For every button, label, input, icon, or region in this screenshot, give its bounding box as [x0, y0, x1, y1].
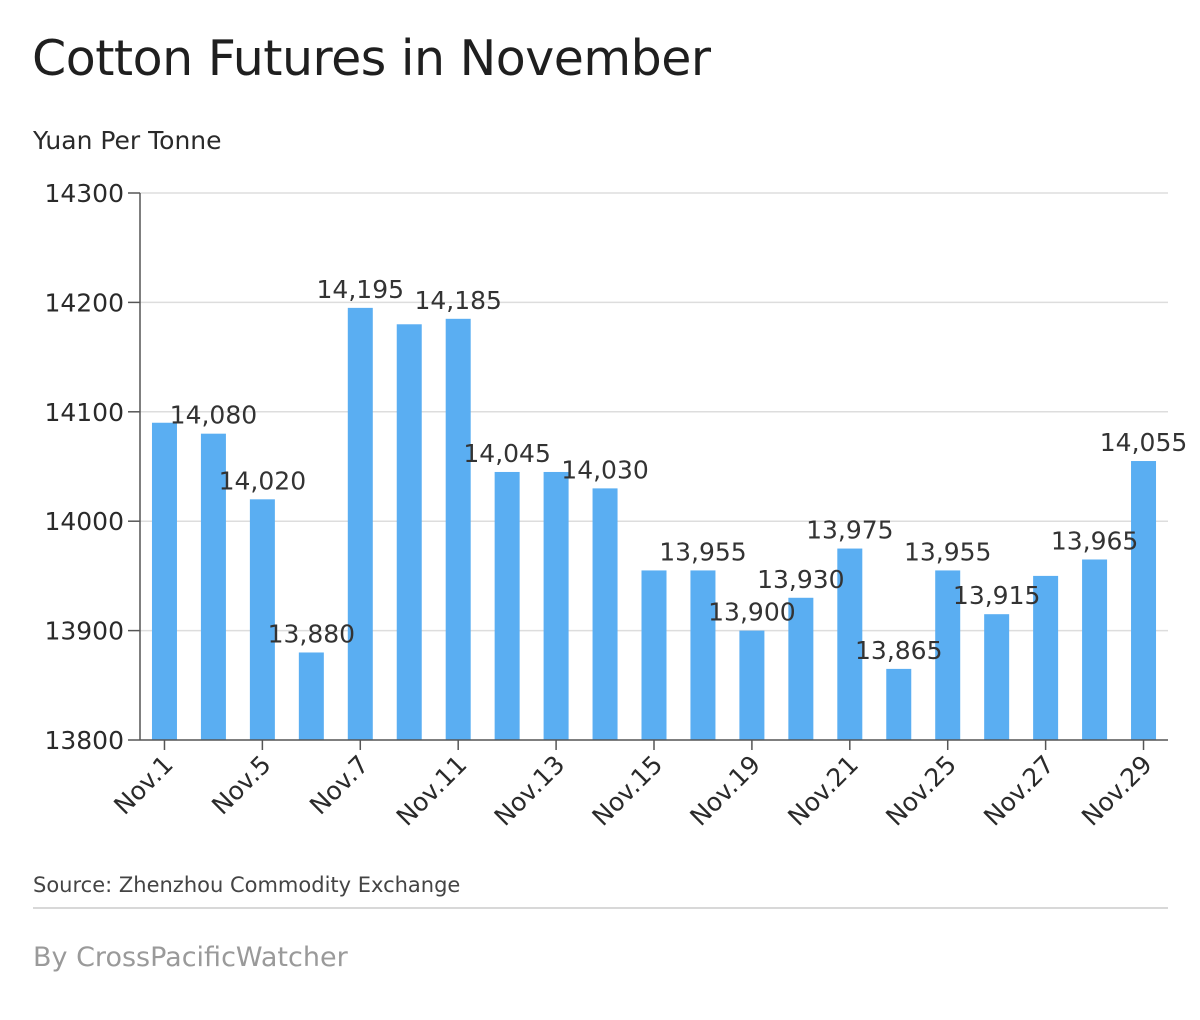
data-label: 13,900: [708, 598, 795, 627]
bar: [494, 471, 520, 740]
data-label: 13,955: [904, 537, 991, 566]
bar: [543, 471, 569, 740]
data-label: 13,965: [1051, 526, 1138, 555]
bar: [200, 433, 226, 740]
data-label: 14,045: [463, 439, 550, 468]
data-label: 14,055: [1100, 428, 1187, 457]
x-tick-label: Nov.29: [1076, 750, 1158, 832]
bar: [690, 570, 716, 740]
bar: [592, 488, 618, 740]
data-label: 13,880: [268, 619, 355, 648]
data-label: 14,080: [170, 401, 257, 430]
x-tick-label: Nov.27: [978, 750, 1060, 832]
data-label: 14,030: [561, 455, 648, 484]
bar: [837, 548, 863, 740]
data-label: 14,020: [219, 466, 306, 495]
y-tick-label: 14100: [44, 398, 124, 427]
x-tick-label: Nov.25: [880, 750, 962, 832]
bar-chart: 13800 13900 14000 14100 14200 14300 14,080 14,0…: [44, 179, 1187, 832]
bar: [396, 324, 422, 740]
bar: [249, 499, 275, 740]
bar: [151, 422, 177, 740]
x-tick-label: Nov.15: [586, 750, 668, 832]
bar: [788, 597, 814, 740]
bar: [1033, 575, 1059, 740]
bar: [445, 318, 471, 740]
data-label: 13,930: [757, 565, 844, 594]
chart-unit-label: Yuan Per Tonne: [33, 126, 222, 155]
x-tick-label: Nov.13: [489, 750, 571, 832]
x-tick-label: Nov.1: [108, 750, 179, 821]
y-tick-label: 14000: [44, 507, 124, 536]
data-label: 13,955: [659, 537, 746, 566]
x-tick-label: Nov.7: [304, 750, 375, 821]
source-note: Source: Zhenzhou Commodity Exchange: [33, 873, 461, 897]
bar: [641, 570, 667, 740]
data-label: 14,185: [414, 286, 501, 315]
bar: [935, 570, 961, 740]
y-tick-label: 13900: [44, 617, 124, 646]
bar: [886, 668, 912, 740]
x-tick-label: Nov.19: [684, 750, 766, 832]
bar: [347, 307, 373, 740]
bar: [298, 652, 324, 740]
y-tick-label: 13800: [44, 726, 124, 755]
chart-title: Cotton Futures in November: [32, 30, 711, 87]
x-tick-label: Nov.5: [206, 750, 277, 821]
data-label: 13,865: [855, 636, 942, 665]
y-tick-label: 14300: [44, 179, 124, 208]
bar: [1082, 559, 1108, 740]
data-label: 13,975: [806, 516, 893, 545]
y-tick-label: 14200: [44, 288, 124, 317]
x-tick-label: Nov.21: [782, 750, 864, 832]
bar: [984, 614, 1010, 740]
footer-divider: [33, 907, 1168, 909]
data-label: 13,915: [953, 581, 1040, 610]
bar: [739, 630, 765, 740]
credit-line: By CrossPacificWatcher: [33, 942, 348, 973]
bar: [1131, 461, 1157, 740]
x-tick-label: Nov.11: [391, 750, 473, 832]
data-label: 14,195: [317, 275, 404, 304]
